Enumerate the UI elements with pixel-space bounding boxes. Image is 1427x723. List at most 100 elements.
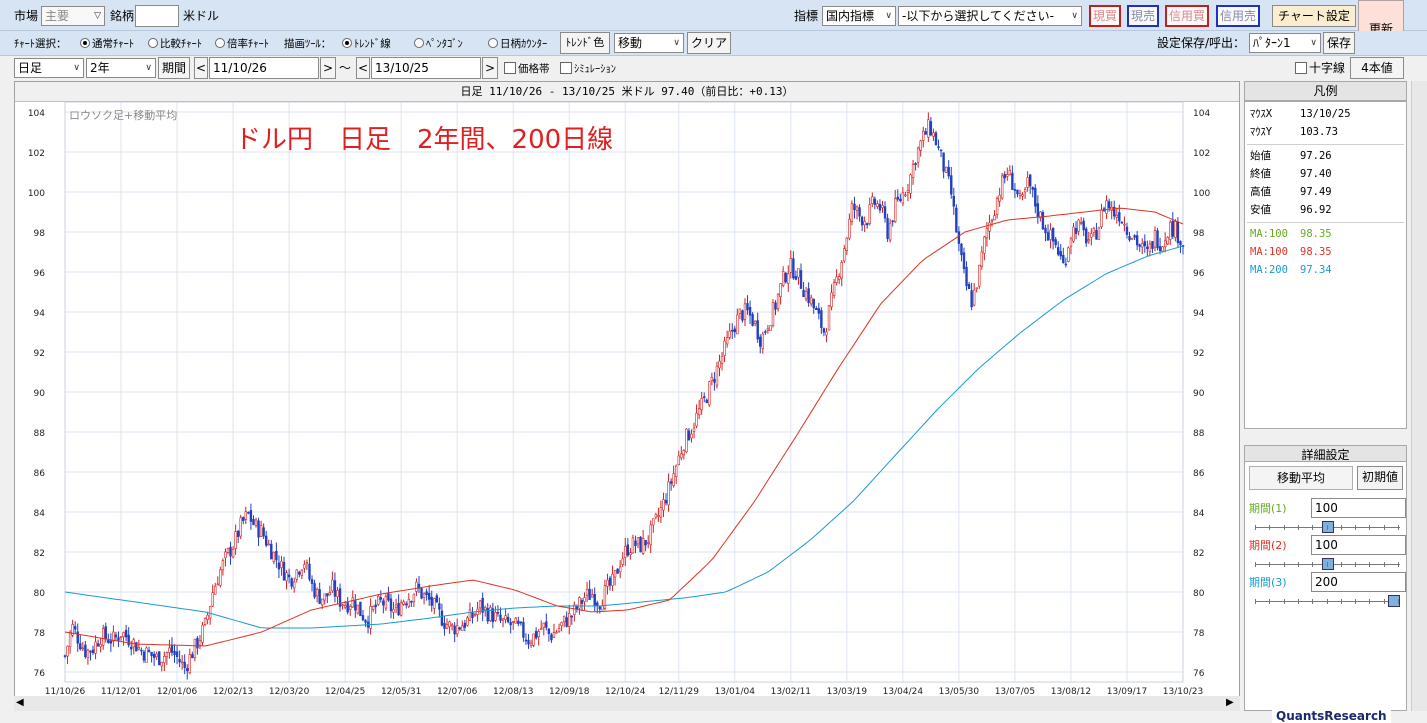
period-type-select[interactable]: 日足 ∨ [14, 58, 84, 78]
chevron-down-icon: ∨ [73, 63, 80, 73]
candle-body [608, 577, 612, 586]
four-values-button[interactable]: 4本値 [1350, 57, 1404, 79]
to-date-input[interactable]: 13/10/25 [371, 57, 481, 79]
price-band-checkbox[interactable]: 価格帯 [504, 61, 550, 76]
radio-compare-chart[interactable]: 比較ﾁｬｰﾄ [148, 36, 202, 51]
save-button[interactable]: 保存 [1323, 32, 1355, 54]
period2-input[interactable]: 100 [1311, 535, 1406, 555]
crosshair-checkbox[interactable]: 十字線 [1295, 59, 1345, 77]
candle-body [287, 574, 291, 578]
candle-body [1054, 239, 1057, 246]
candle-body [382, 600, 385, 606]
candle-body [853, 203, 856, 210]
candle-body [855, 206, 859, 211]
candle-body [351, 597, 354, 608]
from-prev-button[interactable]: < [194, 57, 208, 79]
margin-sell-button[interactable]: 信用売 [1216, 5, 1260, 27]
candle-body [715, 365, 719, 386]
mode-select[interactable]: 移動 ∨ [614, 33, 684, 53]
candle-body [1074, 227, 1078, 234]
reset-defaults-button[interactable]: 初期値 [1357, 466, 1403, 490]
y-tick-label: 76 [34, 669, 46, 679]
candle-body [491, 608, 495, 623]
tab-moving-average[interactable]: 移動平均 [1249, 466, 1353, 490]
to-prev-button[interactable]: < [356, 57, 370, 79]
candle-body [573, 604, 576, 615]
indicator-sub-select[interactable]: -以下から選択してください- ∨ [898, 6, 1082, 26]
chart-settings-button[interactable]: チャート設定 [1272, 5, 1356, 27]
chart-annotation: ドル円 日足 2年間、200日線 [235, 125, 613, 155]
candle-body [420, 588, 423, 599]
from-date-input[interactable]: 11/10/26 [209, 57, 319, 79]
radio-trend-line[interactable]: ﾄﾚﾝﾄﾞ線 [342, 36, 391, 51]
scroll-left-icon[interactable]: ◀ [16, 697, 24, 708]
radio-ratio-chart[interactable]: 倍率ﾁｬｰﾄ [215, 36, 269, 51]
slider-thumb[interactable] [1388, 595, 1400, 607]
chevron-down-icon: ▽ [94, 11, 101, 21]
candle-body [960, 243, 963, 256]
simulation-checkbox[interactable]: ｼﾐｭﾚｰｼｮﾝ [560, 61, 616, 76]
candle-body [1003, 173, 1006, 179]
chart-area[interactable]: 日足 11/10/26 - 13/10/25 米ドル 97.40（前日比：+0.… [14, 81, 1240, 711]
x-tick-label: 11/12/01 [101, 687, 141, 696]
candle-body [229, 546, 232, 557]
candle-body [1039, 211, 1042, 219]
spot-buy-button[interactable]: 現買 [1089, 5, 1121, 27]
period1-input[interactable]: 100 [1311, 498, 1406, 518]
candle-body [94, 641, 97, 654]
candle-body [165, 652, 169, 658]
candle-body [692, 427, 696, 432]
legend-title: 凡例 [1244, 81, 1407, 101]
candle-body [713, 378, 716, 383]
spot-sell-button[interactable]: 現売 [1127, 5, 1159, 27]
slider-tick [1283, 525, 1285, 530]
radio-day-counter[interactable]: 日柄ｶｳﾝﾀｰ [488, 36, 547, 51]
candle-body [832, 282, 836, 297]
period-button[interactable]: 期間 [158, 57, 190, 79]
candle-body [613, 570, 617, 578]
candle-body [868, 204, 871, 224]
candlestick-chart[interactable]: 76 76 78 78 80 80 82 82 84 84 86 86 88 88 90 90 92 92 94 94… [15, 102, 1239, 696]
slider-tick [1326, 599, 1328, 604]
period-length-select[interactable]: 2年 ∨ [86, 58, 156, 78]
vertical-scrollbar[interactable] [1411, 81, 1427, 711]
y-tick-label: 96 [34, 269, 46, 279]
from-next-button[interactable]: > [320, 57, 336, 79]
candle-body [618, 566, 622, 573]
trend-color-button[interactable]: ﾄﾚﾝﾄﾞ色 [560, 32, 610, 54]
candle-body [1163, 240, 1167, 248]
x-tick-label: 13/07/05 [995, 687, 1035, 696]
candle-body [262, 527, 265, 537]
candle-body [1090, 233, 1093, 238]
detail-title: 詳細設定 [1244, 445, 1407, 465]
chart-select-label: ﾁｬｰﾄ選択： [14, 38, 67, 50]
candle-body [639, 536, 642, 553]
candle-body [1138, 244, 1141, 247]
period3-slider[interactable] [1255, 595, 1400, 607]
margin-buy-button[interactable]: 信用買 [1165, 5, 1209, 27]
scroll-right-icon[interactable]: ▶ [1226, 697, 1234, 708]
symbol-input[interactable] [135, 5, 179, 27]
candle-body [975, 287, 978, 290]
candle-body [703, 396, 706, 398]
indicator-select[interactable]: 国内指標 ∨ [822, 6, 896, 26]
candle-body [1105, 200, 1108, 214]
period3-input[interactable]: 200 [1311, 572, 1406, 592]
legend-ma1: MA:100 98.35 [1250, 228, 1332, 240]
legend-box: ﾏｳｽX 13/10/25 ﾏｳｽY 103.73 始値 97.26 終値 97.40 … [1244, 101, 1407, 429]
candle-body [509, 622, 512, 626]
radio-pentagon[interactable]: ﾍﾟﾝﾀｺﾞﾝ [414, 36, 463, 51]
pattern-select[interactable]: ﾊﾟﾀｰﾝ1 ∨ [1249, 33, 1321, 53]
period1-slider[interactable] [1255, 521, 1400, 533]
period2-slider[interactable] [1255, 558, 1400, 570]
slider-thumb[interactable] [1321, 558, 1334, 570]
to-next-button[interactable]: > [482, 57, 498, 79]
slider-thumb[interactable] [1321, 521, 1334, 533]
radio-normal-chart[interactable]: 通常ﾁｬｰﾄ [80, 36, 134, 51]
candle-body [201, 624, 204, 643]
horizontal-scrollbar[interactable]: ◀ ▶ [14, 696, 1240, 711]
candle-body [1125, 226, 1129, 235]
candle-body [356, 604, 360, 614]
clear-button[interactable]: クリア [687, 32, 731, 54]
market-select[interactable]: 主要 ▽ [41, 6, 105, 26]
